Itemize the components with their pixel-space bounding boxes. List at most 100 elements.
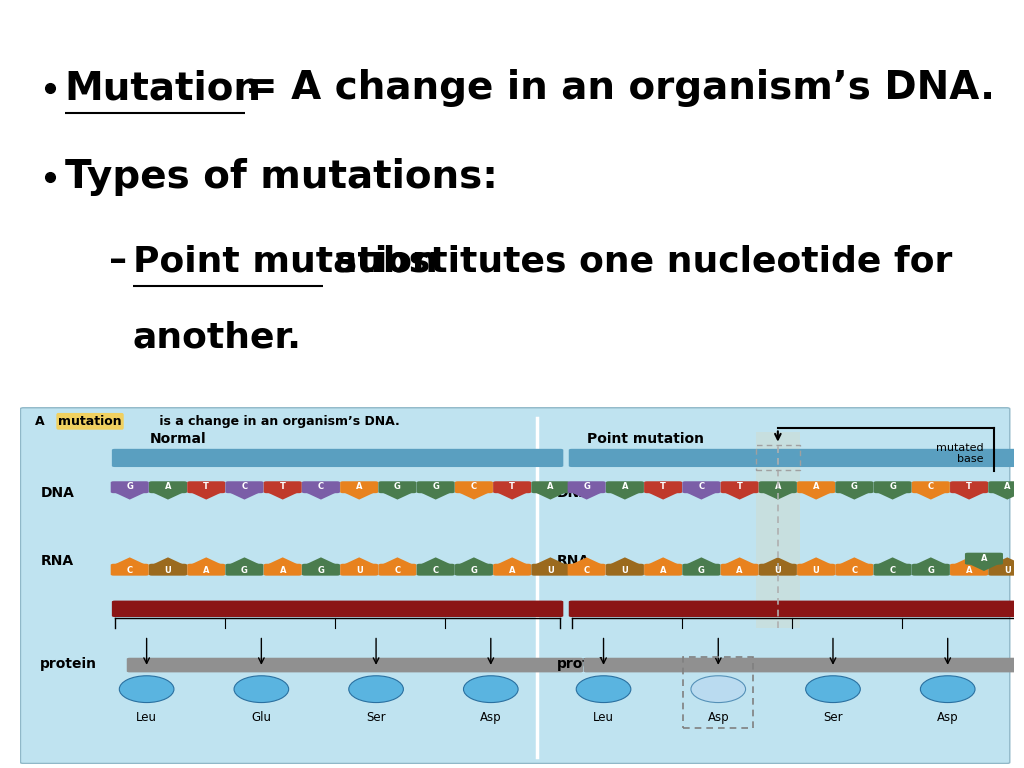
Text: Point mutation: Point mutation [587, 432, 703, 446]
Text: G: G [241, 566, 248, 574]
Polygon shape [724, 492, 756, 499]
Text: G: G [851, 482, 858, 492]
Polygon shape [152, 558, 184, 564]
FancyBboxPatch shape [567, 564, 605, 576]
Text: A: A [966, 566, 973, 574]
Text: U: U [813, 566, 819, 574]
Polygon shape [570, 558, 603, 564]
Polygon shape [609, 492, 641, 499]
Text: U: U [355, 566, 362, 574]
Text: Leu: Leu [593, 711, 614, 724]
Text: T: T [966, 482, 972, 492]
Polygon shape [496, 558, 528, 564]
Polygon shape [228, 492, 260, 499]
FancyBboxPatch shape [112, 449, 563, 467]
FancyBboxPatch shape [756, 432, 800, 628]
FancyBboxPatch shape [965, 553, 1002, 564]
Polygon shape [114, 492, 145, 499]
Text: –: – [109, 244, 139, 278]
FancyBboxPatch shape [111, 482, 148, 493]
Text: U: U [622, 566, 629, 574]
Text: Asp: Asp [708, 711, 729, 724]
Polygon shape [381, 492, 414, 499]
Polygon shape [420, 558, 452, 564]
Text: Asp: Asp [480, 711, 502, 724]
FancyBboxPatch shape [127, 657, 584, 672]
Polygon shape [305, 492, 337, 499]
Text: A: A [981, 554, 987, 563]
FancyBboxPatch shape [455, 482, 493, 493]
FancyBboxPatch shape [950, 564, 988, 576]
Polygon shape [839, 492, 870, 499]
Polygon shape [800, 492, 833, 499]
Text: G: G [470, 566, 477, 574]
Text: Types of mutations:: Types of mutations: [65, 157, 498, 196]
Text: A: A [622, 482, 628, 492]
FancyBboxPatch shape [911, 482, 950, 493]
Polygon shape [991, 492, 1023, 499]
Text: A: A [165, 482, 171, 492]
FancyBboxPatch shape [797, 482, 836, 493]
Text: G: G [432, 482, 439, 492]
Polygon shape [535, 558, 566, 564]
Text: Leu: Leu [136, 711, 157, 724]
Polygon shape [914, 558, 947, 564]
Polygon shape [266, 492, 299, 499]
Text: A: A [356, 482, 362, 492]
Text: T: T [736, 482, 742, 492]
FancyBboxPatch shape [584, 657, 1024, 672]
FancyBboxPatch shape [417, 564, 455, 576]
Text: G: G [698, 566, 705, 574]
FancyBboxPatch shape [20, 408, 1010, 763]
FancyBboxPatch shape [759, 482, 797, 493]
Text: = A change in an organism’s DNA.: = A change in an organism’s DNA. [245, 69, 994, 108]
Text: substitutes one nucleotide for: substitutes one nucleotide for [323, 244, 952, 278]
Text: U: U [165, 566, 171, 574]
Polygon shape [152, 492, 184, 499]
Polygon shape [420, 492, 452, 499]
FancyBboxPatch shape [302, 564, 340, 576]
FancyBboxPatch shape [112, 601, 563, 617]
Text: Normal: Normal [150, 432, 206, 446]
FancyBboxPatch shape [606, 564, 644, 576]
Polygon shape [968, 564, 1000, 571]
FancyBboxPatch shape [494, 482, 531, 493]
Text: C: C [584, 566, 590, 574]
Polygon shape [877, 492, 908, 499]
Text: C: C [471, 482, 477, 492]
Polygon shape [609, 558, 641, 564]
Ellipse shape [349, 676, 403, 703]
Text: G: G [126, 482, 133, 492]
Polygon shape [343, 492, 375, 499]
FancyBboxPatch shape [379, 482, 417, 493]
Text: C: C [394, 566, 400, 574]
Polygon shape [228, 558, 260, 564]
FancyBboxPatch shape [264, 564, 302, 576]
Text: Glu: Glu [251, 711, 271, 724]
Text: Asp: Asp [937, 711, 958, 724]
FancyBboxPatch shape [225, 564, 263, 576]
FancyBboxPatch shape [873, 482, 911, 493]
Polygon shape [458, 558, 489, 564]
FancyBboxPatch shape [340, 482, 378, 493]
Polygon shape [647, 558, 679, 564]
Text: A: A [547, 482, 554, 492]
Polygon shape [190, 492, 222, 499]
Text: mutated
base: mutated base [936, 442, 984, 465]
Ellipse shape [806, 676, 860, 703]
Polygon shape [914, 492, 947, 499]
Text: C: C [242, 482, 248, 492]
Polygon shape [535, 492, 566, 499]
Polygon shape [266, 558, 299, 564]
Text: T: T [204, 482, 209, 492]
Ellipse shape [577, 676, 631, 703]
FancyBboxPatch shape [111, 564, 148, 576]
Polygon shape [496, 492, 528, 499]
FancyBboxPatch shape [302, 482, 340, 493]
Text: A: A [280, 566, 286, 574]
FancyBboxPatch shape [682, 482, 721, 493]
Text: A: A [36, 415, 49, 428]
Polygon shape [190, 558, 222, 564]
FancyBboxPatch shape [455, 564, 493, 576]
Text: U: U [547, 566, 554, 574]
